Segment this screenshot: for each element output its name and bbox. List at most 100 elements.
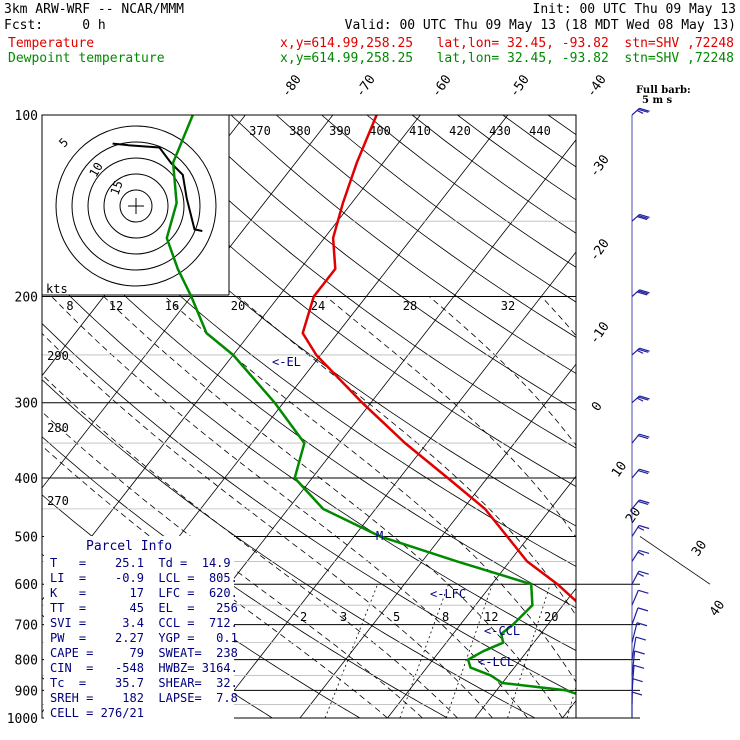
wind-barb xyxy=(631,213,650,222)
dewpoint-legend: Dewpoint temperature xyxy=(8,51,165,66)
isotherm xyxy=(42,115,421,601)
speed-tick-label: 20 xyxy=(231,299,245,313)
barb-feather xyxy=(636,622,648,627)
speed-tick-label: 24 xyxy=(311,299,325,313)
theta-label: 400 xyxy=(369,124,391,138)
speed-tick-label: 28 xyxy=(403,299,417,313)
isotherm-label: -60 xyxy=(429,72,455,100)
isotherm xyxy=(474,587,576,718)
dry-adiabat xyxy=(502,115,576,168)
hodograph-trace xyxy=(112,142,203,232)
barb-feather xyxy=(638,589,649,594)
mixing-ratio-lines xyxy=(324,584,576,718)
wind-barb xyxy=(631,678,643,705)
theta-label: 420 xyxy=(449,124,471,138)
isotherm-label: 20 xyxy=(623,505,644,526)
pressure-label: 800 xyxy=(15,654,38,669)
mixing-ratio-label: 5 xyxy=(393,610,400,624)
wind-barb xyxy=(631,589,649,606)
wind-barb xyxy=(631,570,649,585)
hodograph-ring-label: 15 xyxy=(108,179,126,197)
barb-feather xyxy=(638,108,649,113)
isotherm xyxy=(562,700,576,718)
barb-shaft xyxy=(631,650,636,676)
barb-feather xyxy=(633,664,645,669)
isotherm xyxy=(299,363,576,718)
barb-feather xyxy=(636,109,644,114)
moist-adiabat xyxy=(325,296,576,539)
isotherm-label: -70 xyxy=(353,72,379,100)
dry-adiabat xyxy=(593,115,740,718)
mixing-ratio-line xyxy=(399,584,449,718)
mixing-ratio-line xyxy=(507,584,551,718)
wind-barb xyxy=(631,433,650,444)
wind-barb xyxy=(631,691,643,718)
isotherm-label: -50 xyxy=(507,72,533,100)
barb-feather xyxy=(638,214,649,220)
wind-barb xyxy=(631,468,650,479)
barb-feather xyxy=(637,607,649,612)
model-title: 3km ARW-WRF -- NCAR/MMM xyxy=(4,2,185,17)
wind-barb xyxy=(631,607,649,625)
mixing-ratio-line xyxy=(324,584,378,718)
isotherm-label: -30 xyxy=(587,152,613,180)
barb-feather xyxy=(636,216,648,221)
barb-feather xyxy=(638,549,650,555)
hodograph-kts-label: kts xyxy=(46,282,68,296)
theta-label: 380 xyxy=(289,124,311,138)
lcl-marker: <-LCL xyxy=(478,655,514,669)
parcel-info-row: SREH = 182 LAPSE= 7.8 xyxy=(50,691,238,705)
theta-label: 440 xyxy=(529,124,551,138)
mixing-ratio-line xyxy=(445,584,493,718)
barb-shaft xyxy=(631,550,640,562)
mixing-ratio-line xyxy=(566,685,576,718)
barb-feather xyxy=(639,433,650,438)
barb-shaft xyxy=(631,665,635,691)
barb-feather xyxy=(638,524,650,530)
theta-label: 430 xyxy=(489,124,511,138)
barb-feather xyxy=(632,678,643,683)
init-time: Init: 00 UTC Thu 09 May 13 xyxy=(532,2,737,17)
barb-feather xyxy=(637,572,644,577)
wind-barb xyxy=(631,107,650,116)
isotherm-label: 0 xyxy=(589,399,606,414)
barb-feather xyxy=(637,551,645,556)
barb-feather xyxy=(636,397,644,402)
sounding-profiles xyxy=(165,115,576,696)
hodograph-ring xyxy=(71,141,201,271)
isotherm xyxy=(387,475,576,718)
isotherm xyxy=(42,115,334,489)
moist-adiabat xyxy=(541,296,576,337)
level-annotations: <-EL <-LFC <-CCL <-LCL M xyxy=(272,355,520,669)
barb-shaft xyxy=(631,433,640,444)
speed-tick-label: 16 xyxy=(165,299,179,313)
pressure-label: 1000 xyxy=(7,712,38,727)
barb-feather xyxy=(637,500,649,505)
wind-barbs xyxy=(631,107,711,718)
moist-adiabat xyxy=(42,374,458,718)
barb-shaft xyxy=(631,607,639,625)
lfc-marker: <-LFC xyxy=(430,587,466,601)
theta-label: 370 xyxy=(249,124,271,138)
parcel-info-row: CAPE = 79 SWEAT= 238 xyxy=(50,646,238,660)
barb-feather xyxy=(631,691,643,696)
speed-tick-label: 12 xyxy=(109,299,123,313)
theta-label: 410 xyxy=(409,124,431,138)
parcel-info-row: CELL = 276/21 xyxy=(50,706,144,720)
wind-barb xyxy=(631,347,650,356)
wind-barb xyxy=(631,499,650,510)
mixing-ratio-label: 8 xyxy=(442,610,449,624)
dry-adiabat xyxy=(684,115,740,718)
isotherm-label: -10 xyxy=(587,319,613,347)
valid-time: Valid: 00 UTC Thu 09 May 13 (18 MDT Wed … xyxy=(344,18,736,33)
temperature-legend: Temperature xyxy=(8,36,95,51)
dry-adiabat-label: 290 xyxy=(47,349,69,363)
wind-barb xyxy=(631,636,647,660)
parcel-info-rows: T = 25.1 Td = 14.9 LI = -0.9 LCL = 805. K … xyxy=(50,556,238,721)
isotherm-label: -40 xyxy=(584,72,610,100)
barb-feather xyxy=(638,290,649,295)
barb-feather xyxy=(635,636,647,641)
el-marker: <-EL xyxy=(272,355,301,369)
barb-shaft xyxy=(631,636,637,660)
parcel-info-row: LI = -0.9 LCL = 805. xyxy=(50,571,238,585)
